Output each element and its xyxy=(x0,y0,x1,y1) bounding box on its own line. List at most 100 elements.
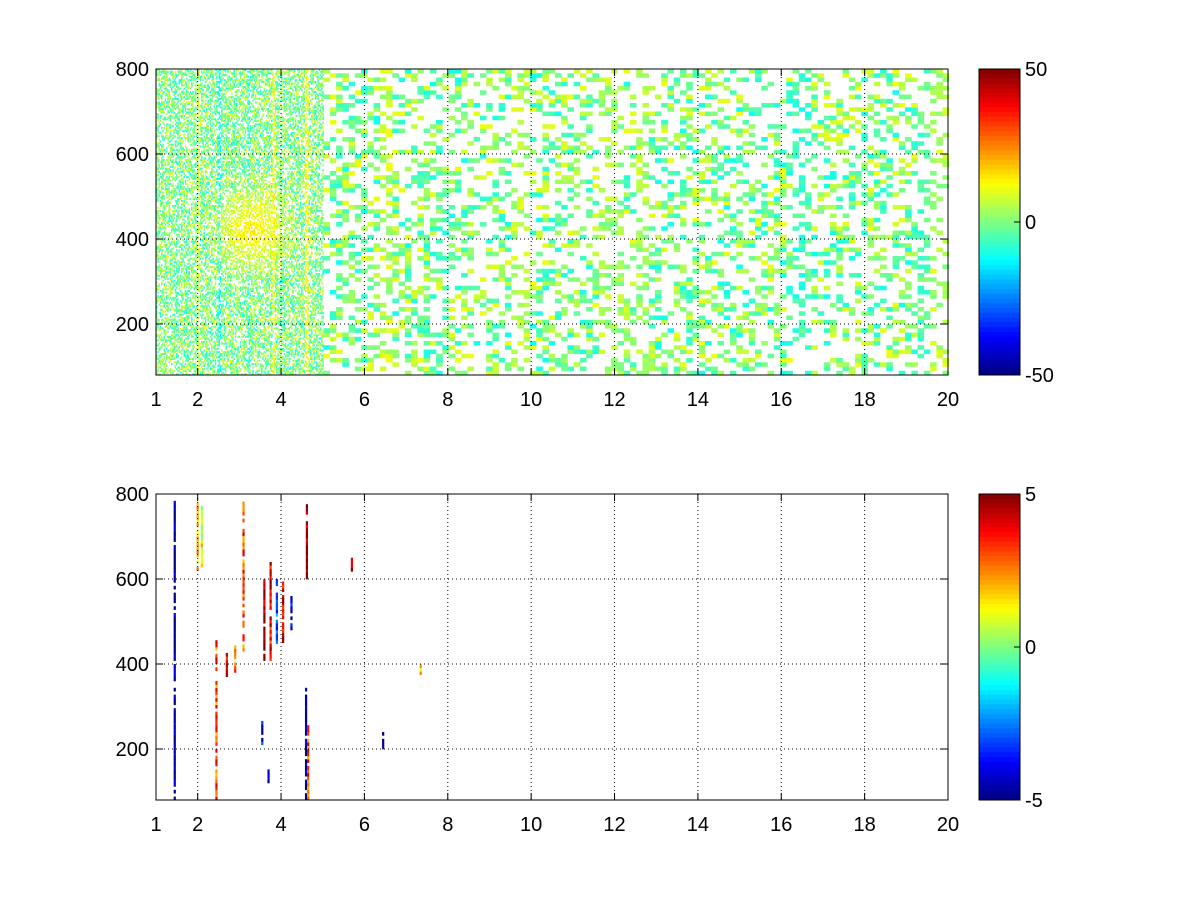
heatmap-cell xyxy=(189,178,191,180)
heatmap-cell xyxy=(157,207,159,209)
heatmap-cell xyxy=(205,84,207,86)
heatmap-cell xyxy=(197,163,199,165)
heatmap-cell xyxy=(214,142,216,144)
heatmap-cell xyxy=(212,333,214,335)
heatmap-cell xyxy=(180,108,182,110)
heatmap-cell xyxy=(190,91,192,93)
heatmap-cell xyxy=(196,159,198,161)
heatmap-cell xyxy=(179,241,181,243)
heatmap-cell xyxy=(184,202,186,204)
heatmap-cell xyxy=(176,244,178,246)
heatmap-cell xyxy=(171,304,173,306)
heatmap-cell xyxy=(181,193,183,195)
heatmap-cell xyxy=(212,76,214,78)
heatmap-cell xyxy=(172,72,174,74)
heatmap-cell xyxy=(190,181,192,183)
heatmap-cell xyxy=(179,202,181,204)
heatmap-cell xyxy=(181,356,183,358)
heatmap-cell xyxy=(177,355,179,357)
heatmap-cell xyxy=(202,174,204,176)
heatmap-cell xyxy=(194,154,196,156)
heatmap-cell xyxy=(206,297,208,299)
heatmap-cell xyxy=(169,186,171,188)
heatmap-cell xyxy=(187,123,189,125)
heatmap-cell xyxy=(160,132,162,134)
heatmap-cell xyxy=(175,142,177,144)
heatmap-cell xyxy=(192,266,194,268)
heatmap-cell xyxy=(202,72,204,74)
heatmap-cell xyxy=(224,317,226,319)
heatmap-cell xyxy=(171,193,173,195)
heatmap-cell xyxy=(210,288,212,290)
heatmap-cell xyxy=(214,84,216,86)
heatmap-cell xyxy=(167,265,169,267)
heatmap-cell xyxy=(157,168,159,170)
heatmap-cell xyxy=(157,156,159,158)
heatmap-cell xyxy=(191,217,193,219)
heatmap-cell xyxy=(177,324,179,326)
heatmap-cell xyxy=(202,171,204,173)
heatmap-cell xyxy=(219,258,221,260)
heatmap-cell xyxy=(206,259,208,261)
heatmap-cell xyxy=(215,208,217,210)
heatmap-cell xyxy=(189,241,191,243)
heatmap-cell xyxy=(161,127,163,129)
heatmap-cell xyxy=(169,205,171,207)
heatmap-cell xyxy=(181,98,183,100)
heatmap-cell xyxy=(200,244,202,246)
heatmap-cell xyxy=(221,180,223,182)
heatmap-cell xyxy=(207,263,209,265)
heatmap-cell xyxy=(166,88,168,90)
heatmap-cell xyxy=(216,195,218,197)
heatmap-cell xyxy=(214,156,216,158)
heatmap-cell xyxy=(167,350,169,352)
heatmap-cell xyxy=(207,125,209,127)
heatmap-cell xyxy=(214,210,216,212)
heatmap-cell xyxy=(189,271,191,273)
heatmap-cell xyxy=(211,282,213,284)
heatmap-cell xyxy=(212,225,214,227)
heatmap-cell xyxy=(159,343,161,345)
heatmap-cell xyxy=(210,101,212,103)
heatmap-cell xyxy=(165,329,167,331)
heatmap-cell xyxy=(190,110,192,112)
heatmap-cell xyxy=(191,285,193,287)
heatmap-cell xyxy=(175,93,177,95)
heatmap-cell xyxy=(164,205,166,207)
heatmap-cell xyxy=(219,134,221,136)
heatmap-cell xyxy=(179,89,181,91)
heatmap-cell xyxy=(185,220,187,222)
heatmap-cell xyxy=(215,367,217,369)
heatmap-cell xyxy=(187,127,189,129)
heatmap-cell xyxy=(182,360,184,362)
heatmap-cell xyxy=(194,139,196,141)
heatmap-cell xyxy=(206,115,208,117)
heatmap-cell xyxy=(212,72,214,74)
heatmap-cell xyxy=(184,123,186,125)
heatmap-cell xyxy=(184,91,186,93)
heatmap-cell xyxy=(166,368,168,370)
heatmap-cell xyxy=(166,185,168,187)
heatmap-cell xyxy=(184,149,186,151)
heatmap-cell xyxy=(211,84,213,86)
heatmap-cell xyxy=(206,134,208,136)
heatmap-cell xyxy=(201,123,203,125)
heatmap-cell xyxy=(219,168,221,170)
heatmap-cell xyxy=(162,168,164,170)
heatmap-cell xyxy=(180,88,182,90)
heatmap-cell xyxy=(172,248,174,250)
heatmap-cell xyxy=(172,183,174,185)
heatmap-cell xyxy=(186,193,188,195)
heatmap-cell xyxy=(165,282,167,284)
heatmap-cell xyxy=(212,71,214,73)
heatmap-cell xyxy=(161,333,163,335)
heatmap-cell xyxy=(157,254,159,256)
heatmap-cell xyxy=(201,261,203,263)
heatmap-cell xyxy=(186,74,188,76)
heatmap-cell xyxy=(221,110,223,112)
heatmap-cell xyxy=(159,261,161,263)
heatmap-cell xyxy=(176,140,178,142)
heatmap-cell xyxy=(222,275,224,277)
heatmap-cell xyxy=(219,122,221,124)
